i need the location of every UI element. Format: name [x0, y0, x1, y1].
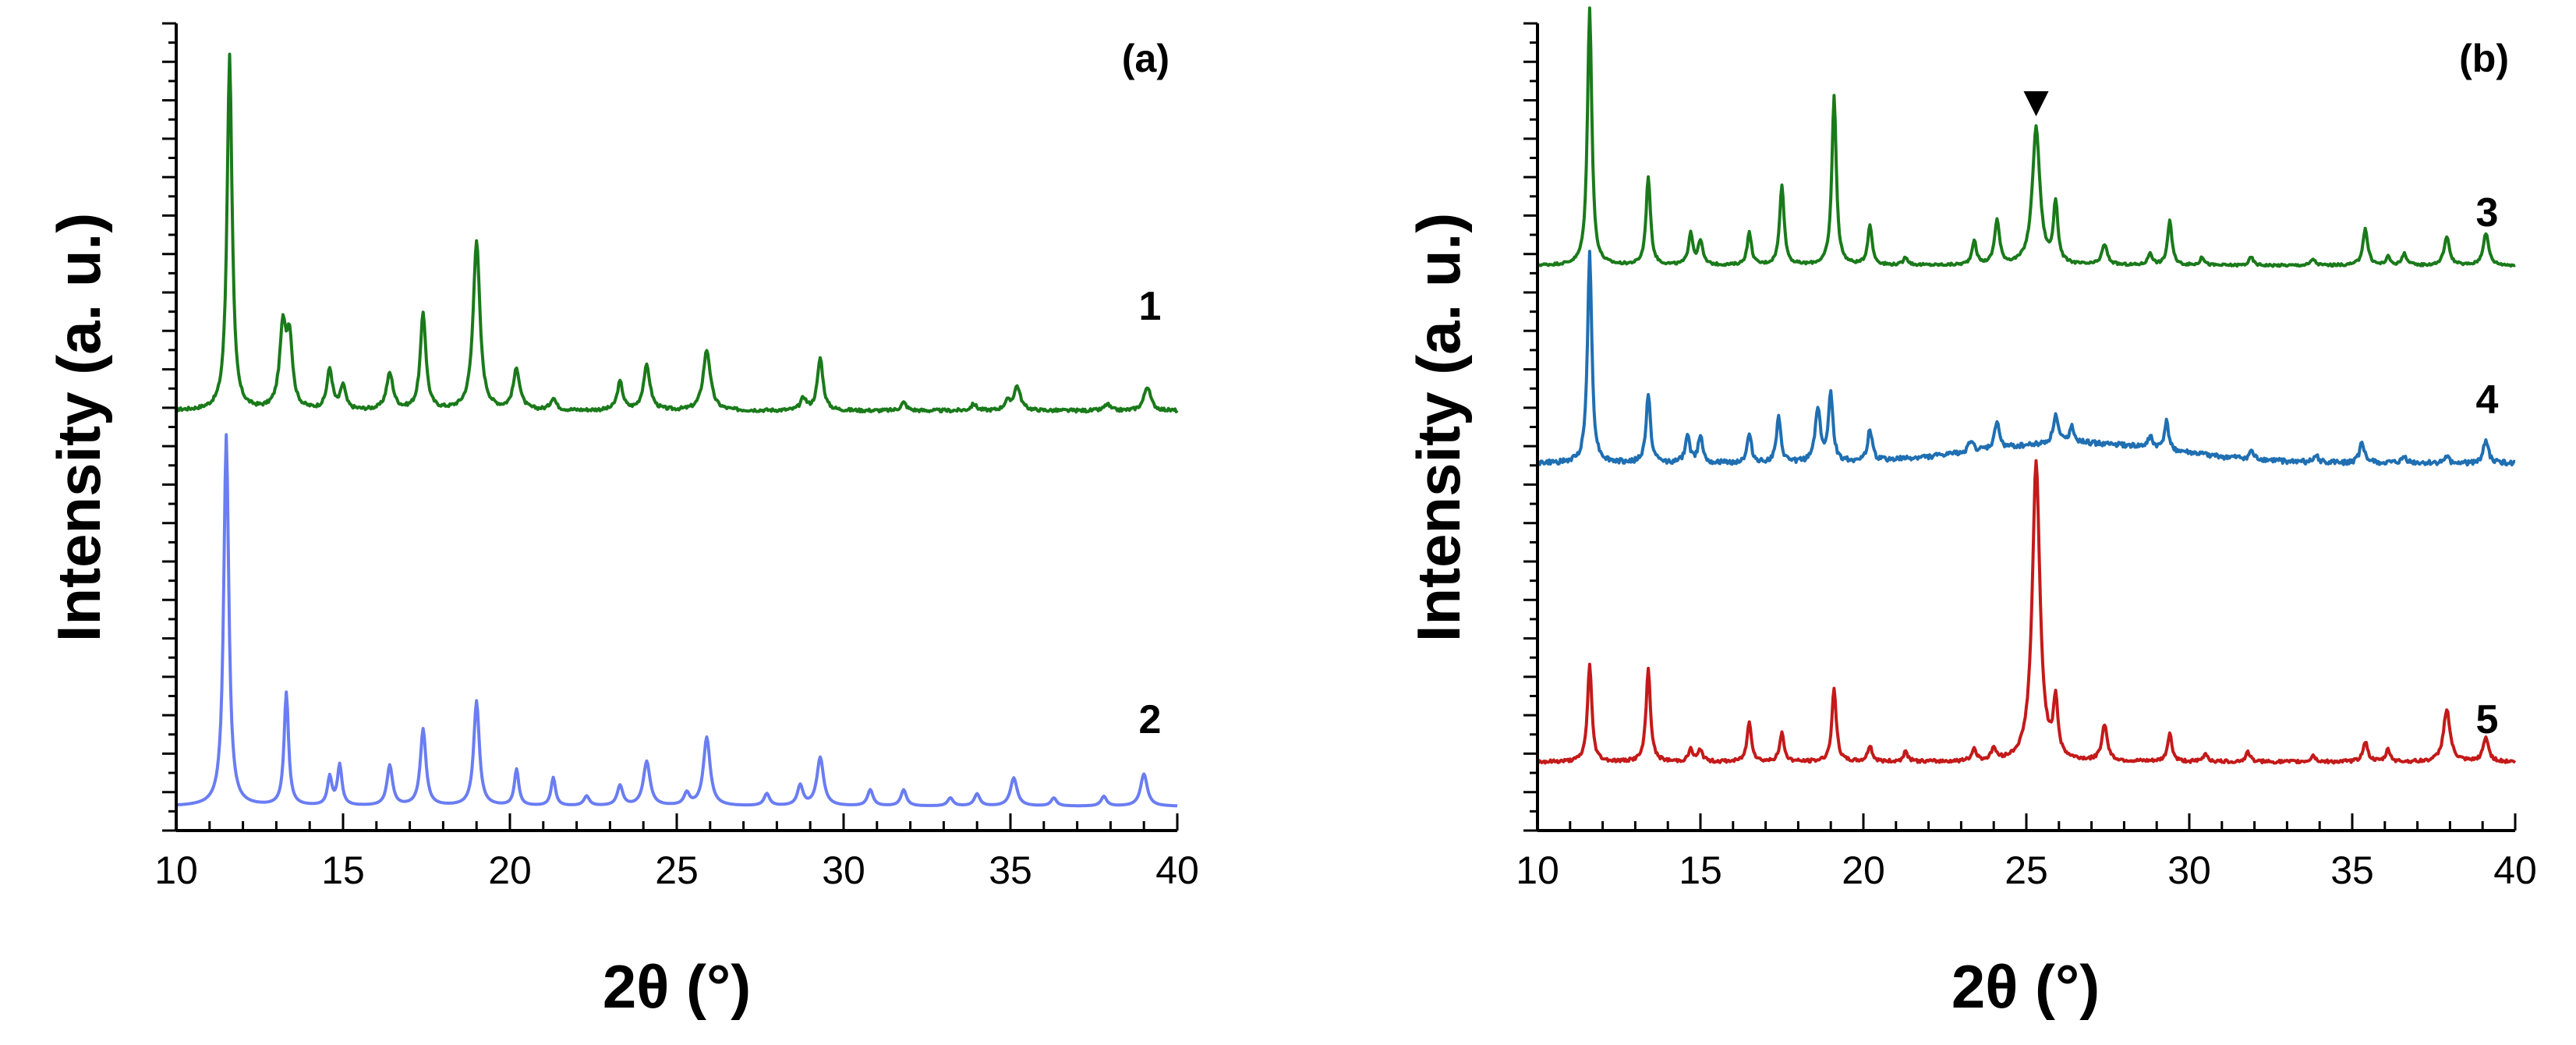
trace-series-4	[1537, 250, 2516, 467]
panel-a-x-axis-title: 2θ (°)	[603, 952, 751, 1021]
panel-a-y-axis-title: Intensity (a. u.)	[44, 213, 113, 642]
panel-b-label: (b)	[2459, 37, 2509, 80]
trace-series-1	[175, 52, 1179, 414]
x-tick-label: 10	[1516, 848, 1559, 892]
x-tick-label: 30	[822, 848, 865, 892]
x-tick-label: 20	[1842, 848, 1885, 892]
series-label-4: 4	[2476, 377, 2499, 423]
series-label-3: 3	[2476, 190, 2499, 236]
panel-a-x-axis-symbol: 2θ	[603, 952, 670, 1021]
panel-b-peak-marker: ▼	[2023, 82, 2049, 120]
panel-b-x-axis-symbol: 2θ	[1951, 952, 2019, 1021]
panel-b-traces	[1536, 6, 2517, 765]
panel-a-x-axis-unit: (°)	[686, 952, 751, 1021]
panel-b-series-labels: 3 4 5	[2476, 190, 2499, 742]
panel-a: 10 15 20 25 30 35 40 12 (a) Intensity (a. u.) …	[44, 22, 1199, 1021]
x-tick-label: 40	[1155, 848, 1199, 892]
panel-b-y-axis-title: Intensity (a. u.)	[1404, 213, 1473, 642]
x-tick-label: 40	[2493, 848, 2537, 892]
x-tick-label: 35	[989, 848, 1032, 892]
series-label-2: 2	[1139, 697, 1162, 742]
series-label-1: 1	[1139, 284, 1162, 329]
panel-a-y-ticks	[162, 22, 176, 832]
panel-a-label: (a)	[1122, 37, 1169, 80]
x-tick-label: 10	[154, 848, 198, 892]
x-tick-label: 15	[321, 848, 365, 892]
x-tick-label: 20	[488, 848, 532, 892]
x-tick-label: 25	[2005, 848, 2048, 892]
trace-series-2	[175, 433, 1178, 808]
series-label-5: 5	[2476, 697, 2499, 742]
panel-b: 10 15 20 25 30 35 40 3 4 5 (b) ▼ Intensity (a. u…	[1404, 6, 2537, 1021]
panel-b-y-ticks	[1523, 22, 1537, 832]
panel-b-x-axis-unit: (°)	[2035, 952, 2100, 1021]
x-tick-label: 35	[2330, 848, 2374, 892]
panel-b-x-axis-title: 2θ (°)	[1951, 952, 2100, 1021]
trace-series-5	[1536, 459, 2517, 765]
x-tick-label: 25	[655, 848, 699, 892]
panel-a-traces	[175, 52, 1179, 808]
panel-a-x-ticks: 10 15 20 25 30 35 40	[154, 813, 1199, 892]
x-tick-label: 30	[2167, 848, 2211, 892]
panel-b-x-ticks: 10 15 20 25 30 35 40	[1516, 813, 2537, 892]
trace-series-3	[1536, 6, 2516, 268]
panel-a-series-labels: 12	[1139, 284, 1162, 742]
x-tick-label: 15	[1679, 848, 1722, 892]
